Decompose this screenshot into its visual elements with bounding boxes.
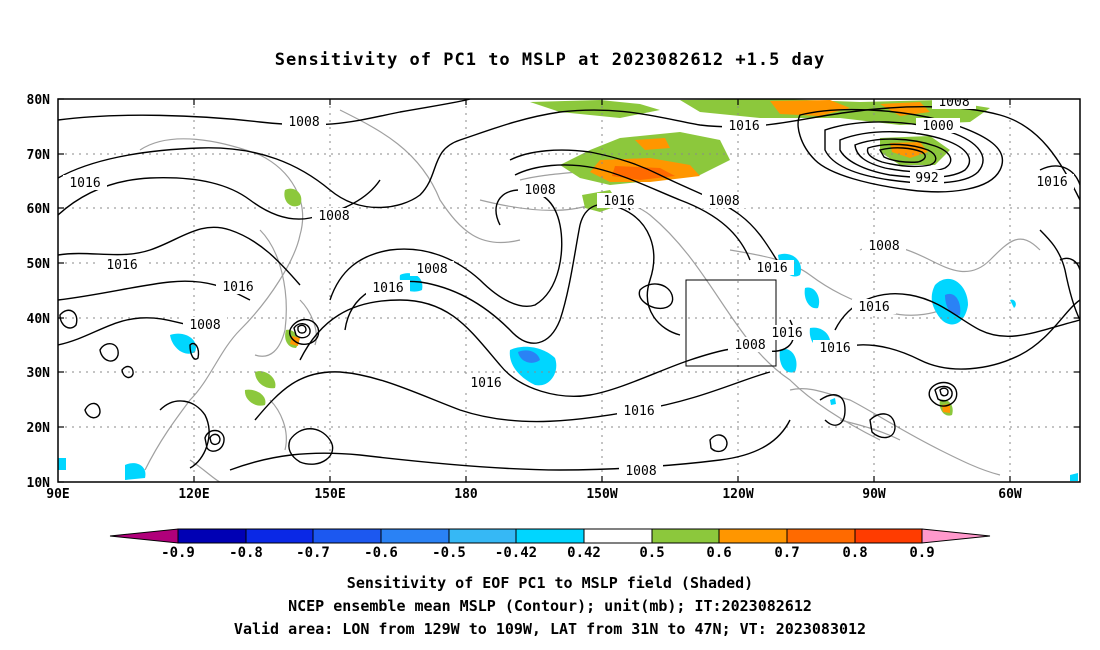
colorbar [109, 528, 991, 544]
svg-text:1016: 1016 [623, 404, 654, 419]
colorbar-segment [515, 528, 585, 544]
colorbar-segment [651, 528, 720, 544]
lon-label: 180 [454, 487, 478, 502]
sensitivity-map: 1008 1016 1008 1016 1008 1016 1016 1008 … [27, 93, 1081, 561]
lat-label: 10N [27, 476, 51, 491]
colorbar-segment [854, 528, 923, 544]
lat-label: 70N [27, 148, 51, 163]
svg-text:1016: 1016 [69, 176, 100, 191]
lat-label: 50N [27, 257, 51, 272]
colorbar-end-low [109, 528, 179, 544]
colorbar-label: 0.6 [706, 545, 731, 561]
svg-text:992: 992 [915, 171, 938, 186]
lat-label: 60N [27, 202, 51, 217]
grid-lines [58, 99, 1080, 482]
colorbar-segment [786, 528, 856, 544]
lon-label: 150E [314, 487, 345, 502]
caption-line-1: Sensitivity of EOF PC1 to MSLP field (Sh… [346, 574, 754, 592]
svg-text:1008: 1008 [288, 115, 319, 130]
latitude-labels: 80N 70N 60N 50N 40N 30N 20N 10N [27, 93, 51, 491]
colorbar-segment [583, 528, 653, 544]
svg-text:1008: 1008 [868, 239, 899, 254]
svg-text:1008: 1008 [318, 209, 349, 224]
colorbar-label: -0.42 [495, 545, 537, 561]
svg-text:1016: 1016 [728, 119, 759, 134]
contour-labels: 1008 1016 1008 1016 1008 1016 1016 1008 … [63, 95, 1074, 479]
colorbar-end-high [921, 528, 991, 544]
svg-text:1008: 1008 [708, 194, 739, 209]
colorbar-labels: -0.9 -0.8 -0.7 -0.6 -0.5 -0.42 0.42 0.5 … [161, 545, 935, 561]
svg-text:1016: 1016 [756, 261, 787, 276]
colorbar-label: -0.7 [296, 545, 330, 561]
colorbar-segment [380, 528, 450, 544]
svg-text:1008: 1008 [625, 464, 656, 479]
lat-label: 40N [27, 312, 51, 327]
longitude-labels: 90E 120E 150E 180 150W 120W 90W 60W [46, 487, 1022, 502]
colorbar-segment [177, 528, 247, 544]
lon-label: 90E [46, 487, 69, 502]
colorbar-label: -0.9 [161, 545, 195, 561]
caption-line-2: NCEP ensemble mean MSLP (Contour); unit(… [288, 597, 812, 615]
colorbar-label: 0.7 [774, 545, 799, 561]
svg-text:1008: 1008 [938, 95, 969, 110]
colorbar-segment [448, 528, 517, 544]
svg-text:1008: 1008 [416, 262, 447, 277]
valid-area-box [685, 279, 777, 367]
lon-label: 60W [998, 487, 1022, 502]
colorbar-label: 0.9 [909, 545, 934, 561]
lon-label: 90W [862, 487, 886, 502]
lon-label: 150W [586, 487, 617, 502]
colorbar-label: -0.5 [432, 545, 466, 561]
svg-text:1016: 1016 [819, 341, 850, 356]
svg-text:1016: 1016 [603, 194, 634, 209]
lon-label: 120E [178, 487, 209, 502]
lat-label: 80N [27, 93, 51, 108]
svg-text:1016: 1016 [222, 280, 253, 295]
lat-label: 30N [27, 366, 51, 381]
colorbar-segment [312, 528, 382, 544]
colorbar-label: 0.5 [639, 545, 664, 561]
svg-text:1016: 1016 [106, 258, 137, 273]
svg-text:1016: 1016 [372, 281, 403, 296]
colorbar-label: 0.42 [567, 545, 601, 561]
colorbar-segment [245, 528, 314, 544]
colorbar-label: 0.8 [842, 545, 867, 561]
colorbar-segment [718, 528, 788, 544]
svg-text:1016: 1016 [771, 326, 802, 341]
colorbar-label: -0.6 [364, 545, 398, 561]
svg-text:1008: 1008 [189, 318, 220, 333]
svg-text:1016: 1016 [858, 300, 889, 315]
svg-text:1000: 1000 [922, 119, 953, 134]
svg-text:1016: 1016 [1036, 175, 1067, 190]
map-frame [57, 98, 1081, 483]
caption-line-3: Valid area: LON from 129W to 109W, LAT f… [233, 620, 867, 638]
axis-ticks [58, 98, 1080, 483]
svg-text:1008: 1008 [524, 183, 555, 198]
lat-label: 20N [27, 421, 51, 436]
colorbar-label: -0.8 [229, 545, 263, 561]
map-title: Sensitivity of PC1 to MSLP at 2023082612… [274, 50, 826, 70]
svg-text:1016: 1016 [470, 376, 501, 391]
svg-text:1008: 1008 [734, 338, 765, 353]
lon-label: 120W [722, 487, 753, 502]
